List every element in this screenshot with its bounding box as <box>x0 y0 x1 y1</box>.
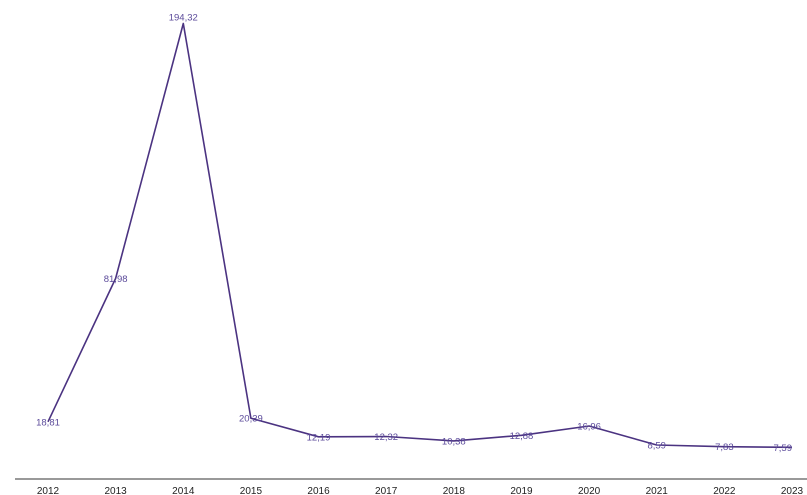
x-axis-tick-labels: 2012 2013 2014 2015 2016 2017 2018 2019 2020 2021… <box>37 486 804 495</box>
x-tick-label: 2020 <box>578 486 601 495</box>
x-tick-label: 2013 <box>105 486 128 495</box>
x-tick-label: 2021 <box>646 486 669 495</box>
data-label: 8,59 <box>647 441 666 452</box>
data-label: 12,19 <box>307 432 331 443</box>
data-label: 194,32 <box>169 13 198 24</box>
data-label: 12,32 <box>374 432 398 443</box>
x-tick-label: 2012 <box>37 486 60 495</box>
data-label: 18,81 <box>36 417 60 428</box>
x-tick-label: 2022 <box>713 486 736 495</box>
x-tick-label: 2015 <box>240 486 263 495</box>
x-tick-label: 2023 <box>781 486 804 495</box>
x-tick-label: 2018 <box>443 486 466 495</box>
x-tick-label: 2014 <box>172 486 195 495</box>
x-tick-label: 2016 <box>307 486 330 495</box>
data-label: 7,59 <box>774 443 793 454</box>
data-labels: 18,81 81,98 194,32 20,39 12,19 12,32 10,38 12,8… <box>36 13 792 454</box>
data-label: 12,88 <box>510 431 534 442</box>
x-tick-label: 2017 <box>375 486 398 495</box>
data-label: 10,38 <box>442 436 466 447</box>
data-label: 16,96 <box>577 422 601 433</box>
data-label: 81,98 <box>104 274 128 285</box>
series-line <box>47 22 793 449</box>
data-label: 20,39 <box>239 414 263 425</box>
x-tick-label: 2019 <box>510 486 533 495</box>
data-label: 7,83 <box>715 442 734 453</box>
